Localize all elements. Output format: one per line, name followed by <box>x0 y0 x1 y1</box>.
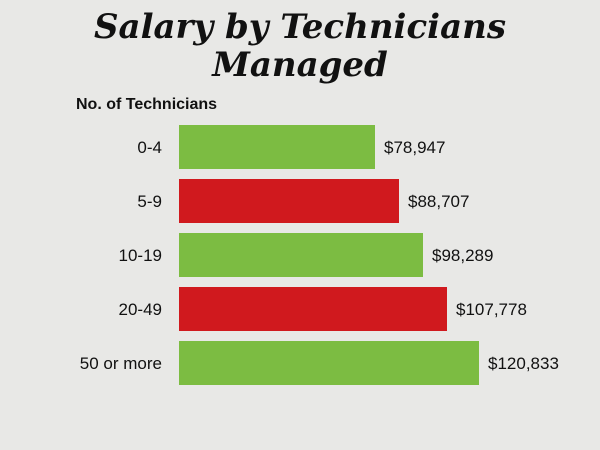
category-label: 50 or more <box>80 354 162 373</box>
category-label: 10-19 <box>119 246 162 265</box>
value-label: $107,778 <box>456 300 527 319</box>
chart-title-line-2: Managed <box>212 45 388 85</box>
category-label: 0-4 <box>137 138 162 157</box>
value-label: $78,947 <box>384 138 445 157</box>
chart-title-line-1: Salary by Technicians <box>93 7 506 47</box>
y-axis-label: No. of Technicians <box>76 96 218 113</box>
bar-5-9 <box>179 179 399 223</box>
bar-20-49 <box>179 287 447 331</box>
category-label: 20-49 <box>119 300 162 319</box>
bar-50-or-more <box>179 341 479 385</box>
value-label: $98,289 <box>432 246 493 265</box>
bar-10-19 <box>179 233 423 277</box>
value-label: $120,833 <box>488 354 559 373</box>
category-label: 5-9 <box>137 192 162 211</box>
chart-title: Salary by Technicians Managed <box>0 8 600 84</box>
bar-0-4 <box>179 125 375 169</box>
value-label: $88,707 <box>408 192 469 211</box>
